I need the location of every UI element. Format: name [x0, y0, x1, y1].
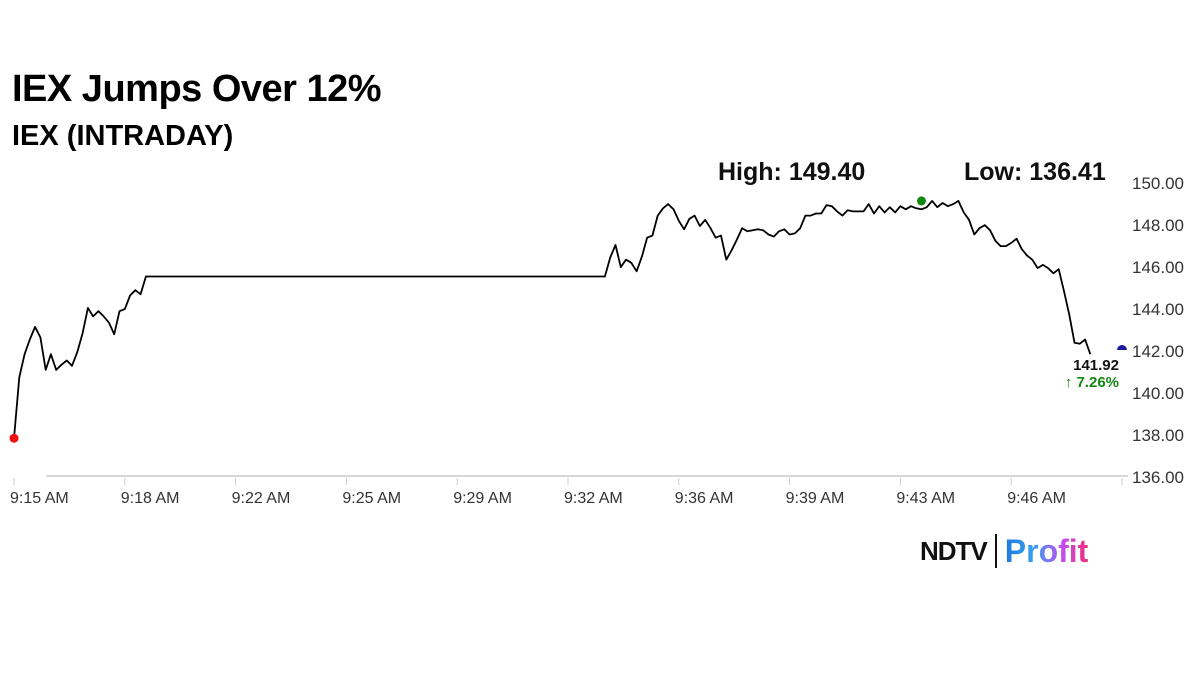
open-marker: [9, 433, 19, 443]
y-tick-label: 146.00: [1132, 258, 1184, 277]
x-tick-label: 9:25 AM: [342, 490, 401, 507]
y-tick-label: 144.00: [1132, 300, 1184, 319]
change-percent-label: ↑ 7.26%: [1065, 374, 1119, 391]
x-tick-label: 9:22 AM: [232, 490, 291, 507]
last-price-label: 141.92: [1073, 357, 1119, 374]
x-tick-label: 9:18 AM: [121, 490, 180, 507]
y-tick-label: 150.00: [1132, 174, 1184, 193]
low-label: Low: 136.41: [964, 158, 1106, 186]
chart-title: IEX Jumps Over 12%: [12, 68, 382, 110]
logo-brand: NDTV: [920, 535, 988, 566]
x-tick-label: 9:39 AM: [786, 490, 845, 507]
chart-subtitle: IEX (INTRADAY): [12, 120, 234, 152]
y-tick-label: 148.00: [1132, 216, 1184, 235]
x-tick-label: 9:29 AM: [453, 490, 512, 507]
price-line: [13, 199, 1092, 439]
x-tick-label: 9:32 AM: [564, 490, 623, 507]
x-tick-label: 9:46 AM: [1007, 490, 1066, 507]
high-label: High: 149.40: [718, 158, 866, 186]
ndtv-profit-logo: NDTV Profit: [920, 533, 1088, 569]
x-tick-label: 9:43 AM: [896, 490, 955, 507]
y-tick-label: 136.00: [1132, 468, 1184, 487]
x-tick-label: 9:15 AM: [10, 490, 69, 507]
y-tick-label: 138.00: [1132, 426, 1184, 445]
y-tick-label: 142.00: [1132, 342, 1184, 361]
logo-product: Profit: [1004, 532, 1089, 569]
high-marker: [917, 196, 927, 206]
x-tick-label: 9:36 AM: [675, 490, 734, 507]
logo-divider: [994, 534, 997, 568]
y-tick-label: 140.00: [1132, 384, 1184, 403]
last-price-marker: [1117, 345, 1127, 350]
